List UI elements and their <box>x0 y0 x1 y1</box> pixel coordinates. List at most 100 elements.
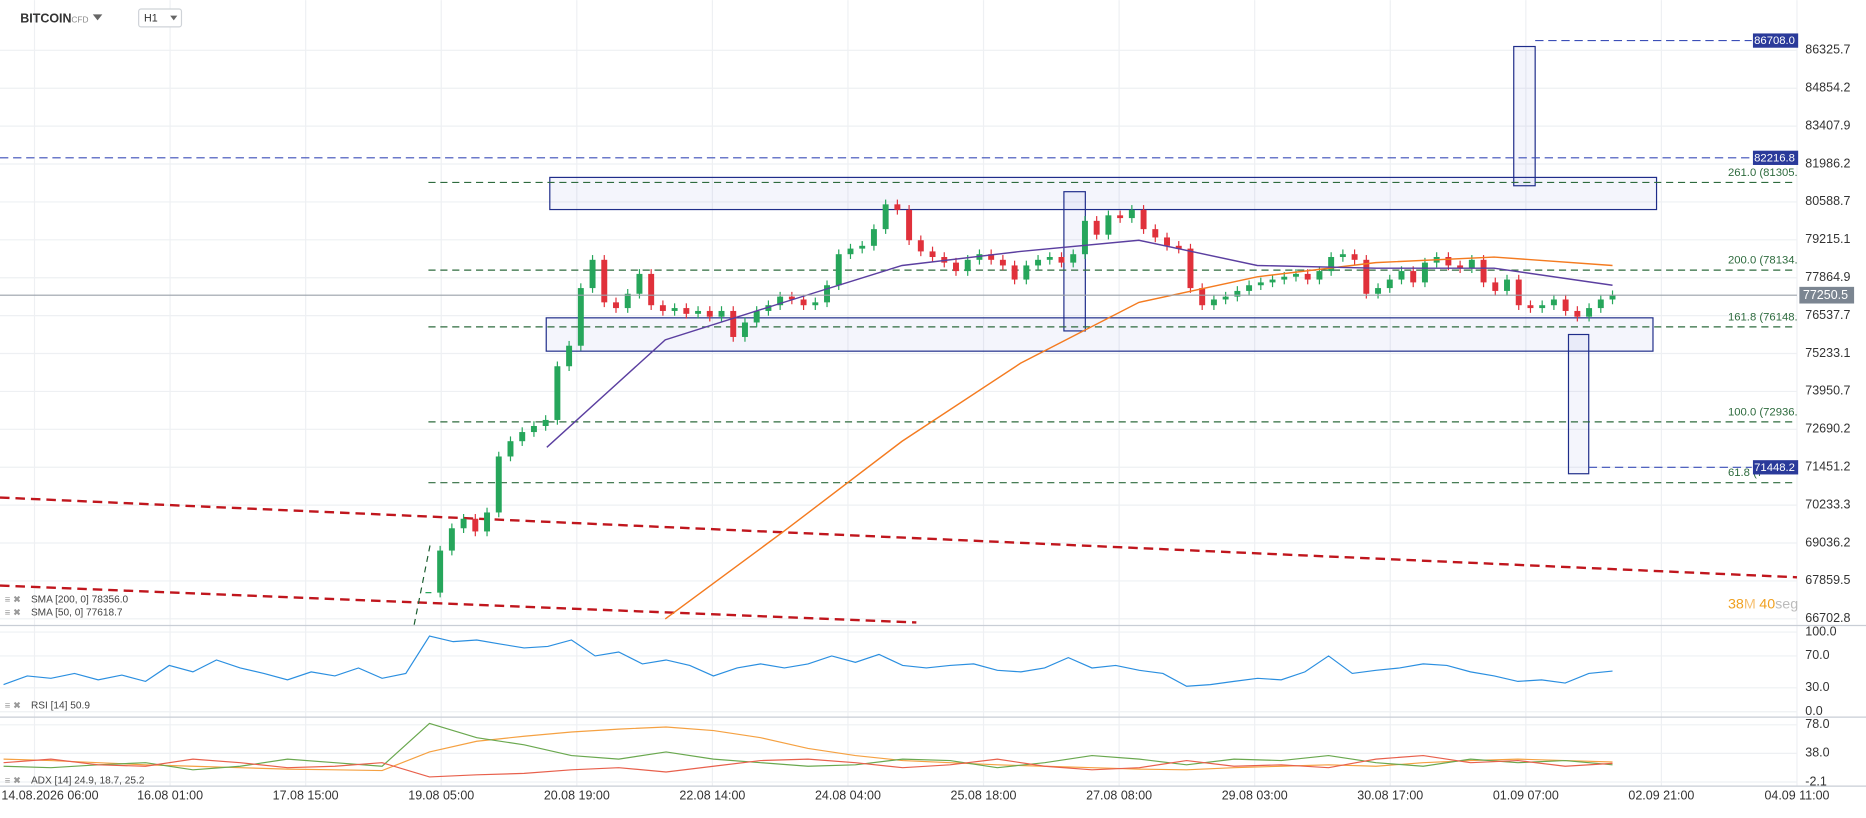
candle <box>706 310 713 317</box>
candle <box>1398 271 1405 280</box>
candle <box>1222 296 1229 300</box>
candle <box>495 456 502 513</box>
price-line-label: 86708.0 <box>1754 35 1795 47</box>
candle <box>613 302 619 309</box>
x-tick-label: 04.09 11:00 <box>1764 789 1829 803</box>
rsi-panel <box>3 635 1613 687</box>
legend-icon: ≡ ✖ <box>5 775 21 786</box>
candle <box>624 293 631 309</box>
candle <box>1070 254 1077 263</box>
fib-label: 61.8 (7 <box>1728 467 1763 479</box>
candle <box>1058 257 1065 263</box>
candle <box>1574 310 1581 317</box>
y-tick-label: 67859.5 <box>1805 573 1850 587</box>
y-tick-label: 83407.9 <box>1805 118 1850 132</box>
candle <box>1093 220 1100 235</box>
countdown-seconds-unit: seg <box>1775 596 1798 612</box>
y-tick-label: 71451.2 <box>1805 460 1850 474</box>
candle <box>1492 282 1499 291</box>
fib-label: 100.0 (72936. <box>1728 406 1798 418</box>
current-price-label: 77250.5 <box>1803 288 1848 302</box>
candle <box>964 259 971 272</box>
legend-icon: ≡ ✖ <box>5 700 21 711</box>
symbol[interactable]: BITCOIN <box>20 11 71 25</box>
countdown-text: 38M 40seg <box>1728 596 1798 612</box>
adx-panel <box>3 722 1613 778</box>
candle <box>636 273 643 294</box>
candle <box>1504 279 1510 291</box>
candle <box>648 273 655 306</box>
candle <box>788 296 795 300</box>
range-box[interactable] <box>1513 45 1536 187</box>
indicator-legend: SMA [50, 0] 77618.7 <box>31 608 123 619</box>
adx-line <box>3 754 1613 778</box>
candle <box>1562 299 1569 311</box>
candle <box>777 296 784 306</box>
candle <box>917 240 924 252</box>
candle <box>753 310 760 323</box>
x-tick-label: 22.08 14:00 <box>679 789 745 803</box>
candle <box>1128 209 1135 219</box>
trend-line <box>0 496 1797 579</box>
candle <box>519 432 526 442</box>
timeframe-select[interactable] <box>138 8 183 28</box>
candle <box>1187 248 1194 289</box>
candle <box>1175 245 1182 249</box>
candle <box>1421 262 1428 283</box>
candle <box>1234 290 1241 297</box>
instrument: CFD <box>71 15 88 25</box>
range-box[interactable] <box>1567 333 1590 475</box>
zone-box[interactable] <box>549 176 1658 211</box>
candle <box>1597 299 1604 309</box>
candle <box>730 310 737 337</box>
price-line-tag <box>1752 460 1799 475</box>
x-tick-label: 24.08 04:00 <box>815 789 881 803</box>
y-tick-label: -2.1 <box>1805 774 1827 788</box>
candle <box>1586 308 1593 317</box>
y-tick-label: 100.0 <box>1805 624 1836 638</box>
x-tick-label: 17.08 15:00 <box>273 789 339 803</box>
candle <box>1081 220 1088 255</box>
indicator-legend: RSI [14] 50.9 <box>31 700 90 711</box>
candle <box>1269 279 1276 283</box>
candle <box>1046 257 1053 260</box>
symbol-dropdown[interactable] <box>92 14 103 21</box>
y-tick-label: 81986.2 <box>1805 156 1850 170</box>
y-tick-label: 70233.3 <box>1805 497 1850 511</box>
countdown-seconds: 40 <box>1759 596 1775 612</box>
legend-icon: ≡ ✖ <box>5 594 21 605</box>
indicator-legend: ADX [14] 24.9, 18.7, 25.2 <box>31 775 145 786</box>
candle <box>448 528 455 551</box>
y-tick-label: 77864.9 <box>1805 270 1850 284</box>
candle <box>695 310 702 314</box>
candle <box>812 302 819 306</box>
candle <box>1539 305 1546 309</box>
candle <box>1117 215 1124 219</box>
candle <box>484 512 491 532</box>
candle <box>847 248 854 255</box>
x-tick-label: 25.08 18:00 <box>951 789 1017 803</box>
fib-label: 261.0 (81305. <box>1728 167 1798 179</box>
y-tick-label: 38.0 <box>1805 746 1829 760</box>
candle <box>1035 259 1042 266</box>
x-tick-label: 29.08 03:00 <box>1222 789 1288 803</box>
y-tick-label: 66702.8 <box>1805 611 1850 625</box>
y-tick-label: 84854.2 <box>1805 81 1850 95</box>
candle <box>953 262 959 272</box>
candle <box>1152 229 1159 238</box>
candle <box>659 305 666 311</box>
candle <box>437 550 444 593</box>
candle <box>859 245 866 249</box>
candle <box>1515 279 1522 306</box>
candle <box>1210 299 1217 306</box>
candle <box>1609 295 1616 300</box>
candle <box>1023 265 1030 280</box>
x-tick-label: 16.08 01:00 <box>137 789 203 803</box>
timeframe: H1 <box>144 12 158 24</box>
price-line-tag <box>1752 150 1799 165</box>
candle <box>1445 257 1452 266</box>
candle <box>1480 259 1487 283</box>
